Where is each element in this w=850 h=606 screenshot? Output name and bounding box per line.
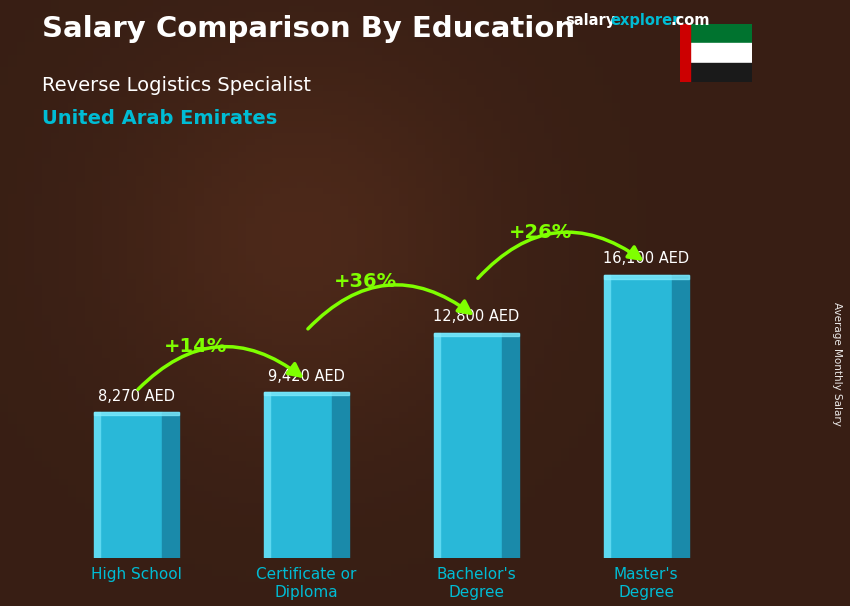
Bar [690,44,752,62]
Text: 16,100 AED: 16,100 AED [603,251,689,266]
Text: +26%: +26% [509,223,572,242]
Bar [94,413,178,415]
Bar [604,275,689,279]
Bar [332,392,348,558]
Text: 12,800 AED: 12,800 AED [433,309,519,324]
Bar [434,333,440,558]
Bar [502,333,518,558]
Text: salary: salary [565,13,615,28]
Text: 9,420 AED: 9,420 AED [268,368,344,384]
Bar [610,275,672,558]
Bar [440,333,502,558]
Bar [434,333,518,336]
Bar [680,24,690,82]
Bar [604,275,610,558]
Bar [690,24,752,44]
Text: Average Monthly Salary: Average Monthly Salary [832,302,842,425]
Text: +36%: +36% [334,271,397,290]
Text: United Arab Emirates: United Arab Emirates [42,109,278,128]
Text: Reverse Logistics Specialist: Reverse Logistics Specialist [42,76,311,95]
Text: +14%: +14% [164,338,227,356]
Bar [264,392,348,395]
Bar [100,413,162,558]
Bar [94,413,100,558]
Text: explorer: explorer [610,13,680,28]
Bar [162,413,178,558]
Text: 8,270 AED: 8,270 AED [98,388,174,404]
Text: Salary Comparison By Education: Salary Comparison By Education [42,15,575,43]
Bar [672,275,688,558]
Text: .com: .com [671,13,710,28]
Bar [690,62,752,82]
Bar [270,392,332,558]
Bar [264,392,270,558]
